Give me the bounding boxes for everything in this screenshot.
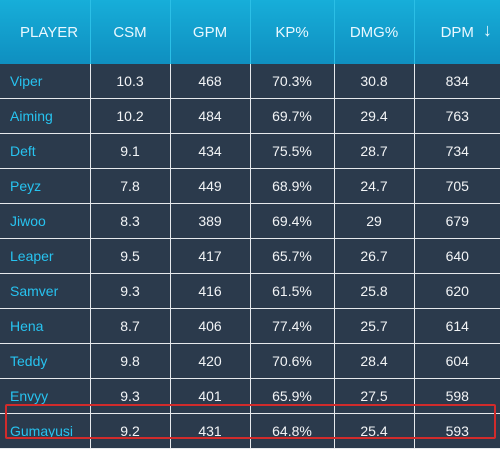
- stat-cell-dmg: 28.4: [334, 343, 415, 379]
- stat-cell-csm: 9.8: [90, 343, 171, 379]
- stat-cell-dpm: 604: [414, 343, 500, 379]
- stat-cell-gpm: 484: [170, 98, 251, 134]
- stat-cell-dmg: 25.4: [334, 413, 415, 449]
- stat-cell-csm: 9.3: [90, 273, 171, 309]
- player-name-cell[interactable]: Jiwoo: [0, 203, 91, 239]
- stat-cell-kp: 77.4%: [250, 308, 335, 344]
- table-row[interactable]: Hena 8.7 406 77.4% 25.7 614: [0, 308, 500, 344]
- table-header-row: PLAYER CSM GPM KP% DMG% DPM ↓: [0, 0, 500, 64]
- stat-cell-kp: 68.9%: [250, 168, 335, 204]
- stat-cell-gpm: 401: [170, 378, 251, 414]
- stat-cell-dmg: 28.7: [334, 133, 415, 169]
- table-row[interactable]: Aiming 10.2 484 69.7% 29.4 763: [0, 98, 500, 134]
- column-header-label: DPM: [440, 23, 474, 41]
- stat-cell-csm: 9.5: [90, 238, 171, 274]
- stat-cell-csm: 8.3: [90, 203, 171, 239]
- stat-cell-gpm: 434: [170, 133, 251, 169]
- stat-cell-dmg: 29: [334, 203, 415, 239]
- table-row[interactable]: Viper 10.3 468 70.3% 30.8 834: [0, 64, 500, 99]
- player-name-cell[interactable]: Peyz: [0, 168, 91, 204]
- column-header-player[interactable]: PLAYER: [0, 0, 91, 64]
- stat-cell-kp: 70.3%: [250, 64, 335, 99]
- stat-cell-dpm: 679: [414, 203, 500, 239]
- stat-cell-gpm: 417: [170, 238, 251, 274]
- player-name-cell[interactable]: Samver: [0, 273, 91, 309]
- stat-cell-kp: 69.7%: [250, 98, 335, 134]
- stat-cell-kp: 75.5%: [250, 133, 335, 169]
- stat-cell-dmg: 29.4: [334, 98, 415, 134]
- stat-cell-gpm: 389: [170, 203, 251, 239]
- player-name-cell[interactable]: Teddy: [0, 343, 91, 379]
- player-name-cell[interactable]: Leaper: [0, 238, 91, 274]
- stat-cell-csm: 10.2: [90, 98, 171, 134]
- player-name-cell[interactable]: Gumayusi: [0, 413, 91, 449]
- stat-cell-kp: 65.7%: [250, 238, 335, 274]
- table-body: Viper 10.3 468 70.3% 30.8 834 Aiming 10.2 484 69.…: [0, 64, 500, 449]
- stat-cell-dpm: 640: [414, 238, 500, 274]
- stat-cell-dpm: 614: [414, 308, 500, 344]
- stat-cell-kp: 61.5%: [250, 273, 335, 309]
- stat-cell-csm: 8.7: [90, 308, 171, 344]
- stat-cell-dmg: 25.8: [334, 273, 415, 309]
- column-header-dmg[interactable]: DMG%: [334, 0, 415, 64]
- table-row[interactable]: Teddy 9.8 420 70.6% 28.4 604: [0, 343, 500, 379]
- stat-cell-dmg: 25.7: [334, 308, 415, 344]
- stat-cell-gpm: 468: [170, 64, 251, 99]
- column-header-kp[interactable]: KP%: [250, 0, 335, 64]
- table-row[interactable]: Gumayusi 9.2 431 64.8% 25.4 593: [0, 413, 500, 449]
- stat-cell-dmg: 24.7: [334, 168, 415, 204]
- stat-cell-csm: 9.3: [90, 378, 171, 414]
- stat-cell-kp: 70.6%: [250, 343, 335, 379]
- stat-cell-dpm: 593: [414, 413, 500, 449]
- stat-cell-dpm: 620: [414, 273, 500, 309]
- column-header-label: PLAYER: [20, 23, 79, 41]
- stat-cell-dpm: 763: [414, 98, 500, 134]
- table-row[interactable]: Envyy 9.3 401 65.9% 27.5 598: [0, 378, 500, 414]
- player-name-cell[interactable]: Viper: [0, 64, 91, 99]
- arrow-down-icon[interactable]: ↓: [483, 20, 492, 40]
- stat-cell-gpm: 449: [170, 168, 251, 204]
- player-name-cell[interactable]: Aiming: [0, 98, 91, 134]
- column-header-label: CSM: [113, 23, 147, 41]
- stat-cell-dpm: 834: [414, 64, 500, 99]
- column-header-label: KP%: [275, 23, 309, 41]
- table-row[interactable]: Peyz 7.8 449 68.9% 24.7 705: [0, 168, 500, 204]
- table-row[interactable]: Jiwoo 8.3 389 69.4% 29 679: [0, 203, 500, 239]
- stat-cell-csm: 7.8: [90, 168, 171, 204]
- table-row[interactable]: Samver 9.3 416 61.5% 25.8 620: [0, 273, 500, 309]
- stat-cell-csm: 10.3: [90, 64, 171, 99]
- player-name-cell[interactable]: Hena: [0, 308, 91, 344]
- player-name-cell[interactable]: Envyy: [0, 378, 91, 414]
- stat-cell-dmg: 30.8: [334, 64, 415, 99]
- stat-cell-dmg: 26.7: [334, 238, 415, 274]
- table-row[interactable]: Leaper 9.5 417 65.7% 26.7 640: [0, 238, 500, 274]
- stat-cell-kp: 69.4%: [250, 203, 335, 239]
- column-header-csm[interactable]: CSM: [90, 0, 171, 64]
- column-header-label: GPM: [192, 23, 228, 41]
- stat-cell-dpm: 598: [414, 378, 500, 414]
- column-header-dpm[interactable]: DPM ↓: [414, 0, 500, 64]
- player-name-cell[interactable]: Deft: [0, 133, 91, 169]
- stat-cell-kp: 65.9%: [250, 378, 335, 414]
- table-row[interactable]: Deft 9.1 434 75.5% 28.7 734: [0, 133, 500, 169]
- column-header-label: DMG%: [349, 23, 399, 41]
- column-header-gpm[interactable]: GPM: [170, 0, 251, 64]
- stat-cell-gpm: 420: [170, 343, 251, 379]
- stat-cell-dpm: 734: [414, 133, 500, 169]
- stat-cell-csm: 9.2: [90, 413, 171, 449]
- stat-cell-dmg: 27.5: [334, 378, 415, 414]
- stat-cell-kp: 64.8%: [250, 413, 335, 449]
- stat-cell-csm: 9.1: [90, 133, 171, 169]
- stat-cell-gpm: 416: [170, 273, 251, 309]
- stat-cell-gpm: 406: [170, 308, 251, 344]
- stat-cell-gpm: 431: [170, 413, 251, 449]
- stat-cell-dpm: 705: [414, 168, 500, 204]
